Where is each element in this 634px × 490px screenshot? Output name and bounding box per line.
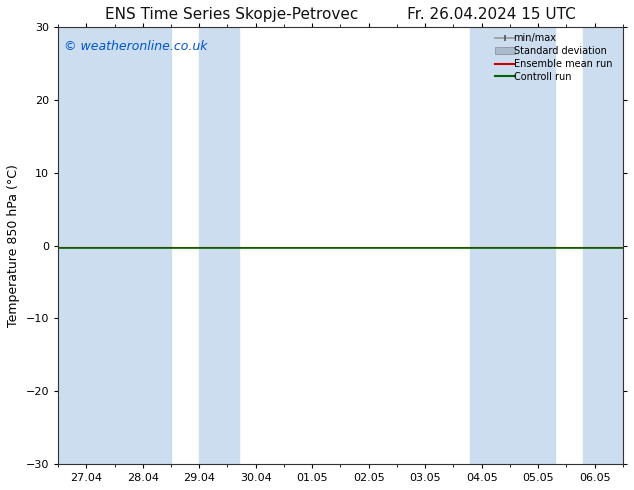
Text: © weatheronline.co.uk: © weatheronline.co.uk: [63, 40, 207, 53]
Title: ENS Time Series Skopje-Petrovec          Fr. 26.04.2024 15 UTC: ENS Time Series Skopje-Petrovec Fr. 26.0…: [105, 7, 576, 22]
Legend: min/max, Standard deviation, Ensemble mean run, Controll run: min/max, Standard deviation, Ensemble me…: [491, 29, 621, 86]
Bar: [470, 27, 555, 464]
Bar: [199, 27, 239, 464]
Y-axis label: Temperature 850 hPa (°C): Temperature 850 hPa (°C): [7, 164, 20, 327]
Bar: [58, 27, 171, 464]
Bar: [583, 27, 623, 464]
